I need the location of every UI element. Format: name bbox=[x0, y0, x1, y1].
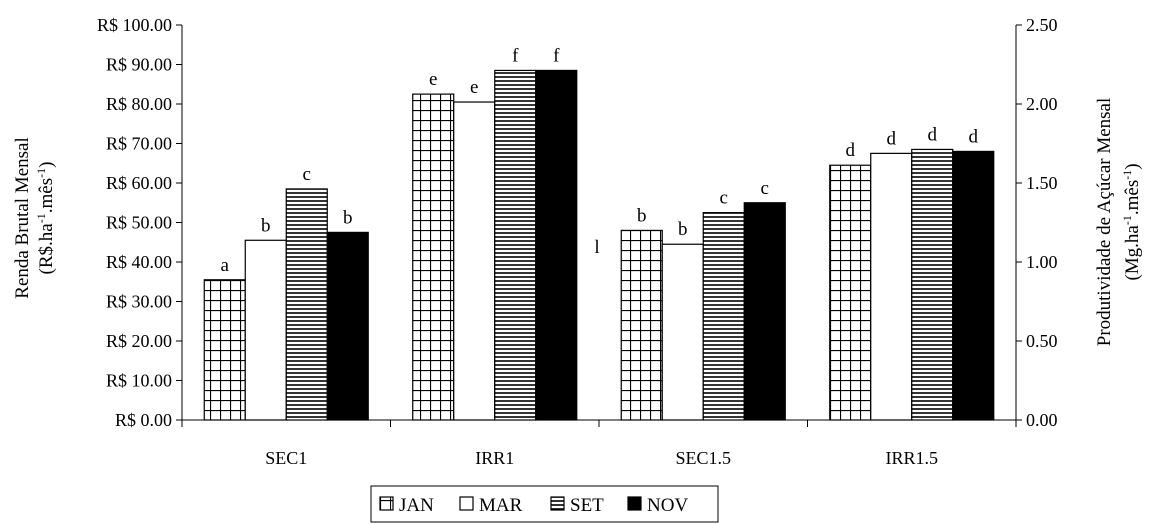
y-axis-subtitle-part1: (R$.ha bbox=[36, 223, 57, 275]
y-tick-label: R$ 10.00 bbox=[106, 371, 172, 391]
x-axis-ticks: SEC1 IRR1 SEC1.5 IRR1.5 bbox=[181, 420, 1017, 468]
y-axis-subtitle-part2: .mês bbox=[36, 178, 57, 213]
bar-letter-label: d bbox=[969, 126, 979, 147]
bar-nov bbox=[535, 69, 578, 421]
bar-letter-label: b bbox=[678, 219, 688, 240]
y-tick-label: R$ 90.00 bbox=[106, 55, 172, 75]
y-axis-subtitle-sup1: -1 bbox=[34, 213, 48, 223]
y2-axis-subtitle: (Mg.ha-1.mês-1) bbox=[1120, 163, 1143, 280]
y2-axis-subtitle-sup1: -1 bbox=[1120, 215, 1134, 225]
bar-jan bbox=[412, 93, 455, 421]
y2-axis-subtitle-part3: ) bbox=[1122, 163, 1143, 169]
bar-letter-label: e bbox=[470, 77, 478, 98]
legend-label-nov: NOV bbox=[647, 495, 688, 516]
x-tick-label: SEC1.5 bbox=[675, 448, 731, 468]
y2-tick-label: 2.00 bbox=[1026, 94, 1058, 114]
y2-axis-ticks: 0.00 0.50 1.00 1.50 2.00 2.50 bbox=[1016, 15, 1058, 430]
y2-tick-label: 1.50 bbox=[1026, 173, 1058, 193]
bar-jan bbox=[829, 164, 872, 421]
bar-letter-label: b bbox=[261, 215, 271, 236]
y2-axis-title: Produtividade de Açúcar Mensal bbox=[1094, 98, 1115, 347]
bar-nov bbox=[326, 231, 369, 421]
legend-swatch-nov bbox=[627, 496, 642, 511]
bar-letter-label: a bbox=[221, 255, 230, 276]
y-tick-label: R$ 40.00 bbox=[106, 252, 172, 272]
legend-label-set: SET bbox=[570, 495, 604, 516]
x-tick-label: IRR1.5 bbox=[885, 448, 938, 468]
bar-jan bbox=[620, 229, 663, 421]
bar-letter-label: f bbox=[512, 45, 519, 66]
y-tick-label: R$ 50.00 bbox=[106, 213, 172, 233]
y-tick-label: R$ 30.00 bbox=[106, 292, 172, 312]
bar-letter-labels: a b c b e e f f b b c c d d d d bbox=[221, 45, 979, 275]
y2-axis-subtitle-sup2: -1 bbox=[1120, 170, 1134, 180]
bar-set bbox=[494, 69, 537, 421]
bar-mar bbox=[453, 101, 496, 421]
bar-nov bbox=[743, 202, 786, 421]
y-axis-subtitle-part3: ) bbox=[36, 162, 57, 168]
bar-mar bbox=[244, 239, 287, 421]
y2-tick-label: 0.50 bbox=[1026, 331, 1058, 351]
y2-tick-label: 2.50 bbox=[1026, 15, 1058, 35]
bar-letter-label: f bbox=[553, 45, 560, 66]
bar-letter-label: e bbox=[429, 69, 437, 90]
legend-swatch-jan bbox=[379, 496, 394, 511]
y-axis-ticks: R$ 0.00 R$ 10.00 R$ 20.00 R$ 30.00 R$ 40.00 R… bbox=[97, 15, 182, 430]
legend-box bbox=[370, 485, 719, 523]
bar-letter-label: b bbox=[637, 205, 647, 226]
legend-label-jan: JAN bbox=[399, 495, 434, 516]
x-tick-label: IRR1 bbox=[475, 448, 514, 468]
y-tick-label: R$ 70.00 bbox=[106, 134, 172, 154]
bar-set bbox=[285, 188, 328, 421]
y-tick-label: R$ 100.00 bbox=[97, 15, 172, 35]
stray-mark: l bbox=[594, 237, 599, 258]
bar-nov bbox=[952, 150, 995, 421]
legend-swatch-set bbox=[550, 496, 565, 511]
x-tick-label: SEC1 bbox=[265, 448, 307, 468]
bar-letter-label: d bbox=[846, 140, 856, 161]
bar-jan bbox=[203, 279, 246, 421]
y-tick-label: R$ 60.00 bbox=[106, 173, 172, 193]
y-tick-label: R$ 0.00 bbox=[115, 410, 172, 430]
y-tick-label: R$ 80.00 bbox=[106, 94, 172, 114]
bar-set bbox=[911, 148, 954, 421]
y2-axis-subtitle-part1: (Mg.ha bbox=[1122, 225, 1143, 281]
bar-letter-label: c bbox=[761, 178, 769, 199]
y2-axis-subtitle-part2: .mês bbox=[1122, 180, 1143, 215]
y-axis-title: Renda Brutal Mensal bbox=[12, 137, 33, 298]
bar-letter-label: d bbox=[928, 124, 938, 145]
legend-label-mar: MAR bbox=[479, 495, 523, 516]
bar-set bbox=[702, 212, 745, 421]
y2-tick-label: 1.00 bbox=[1026, 252, 1058, 272]
bar-mar bbox=[870, 152, 913, 421]
bar-letter-label: c bbox=[303, 164, 311, 185]
legend-swatch-mar bbox=[459, 496, 474, 511]
legend: JAN MAR SET NOV bbox=[370, 485, 719, 523]
y2-tick-label: 0.00 bbox=[1026, 410, 1058, 430]
bars-group bbox=[203, 69, 995, 421]
y-tick-label: R$ 20.00 bbox=[106, 331, 172, 351]
bar-letter-label: d bbox=[887, 128, 897, 149]
bar-letter-label: c bbox=[720, 188, 728, 209]
bar-mar bbox=[661, 243, 704, 421]
y-axis-subtitle: (R$.ha-1.mês-1) bbox=[34, 162, 57, 275]
bar-letter-label: b bbox=[343, 207, 353, 228]
y-axis-subtitle-sup2: -1 bbox=[34, 168, 48, 178]
